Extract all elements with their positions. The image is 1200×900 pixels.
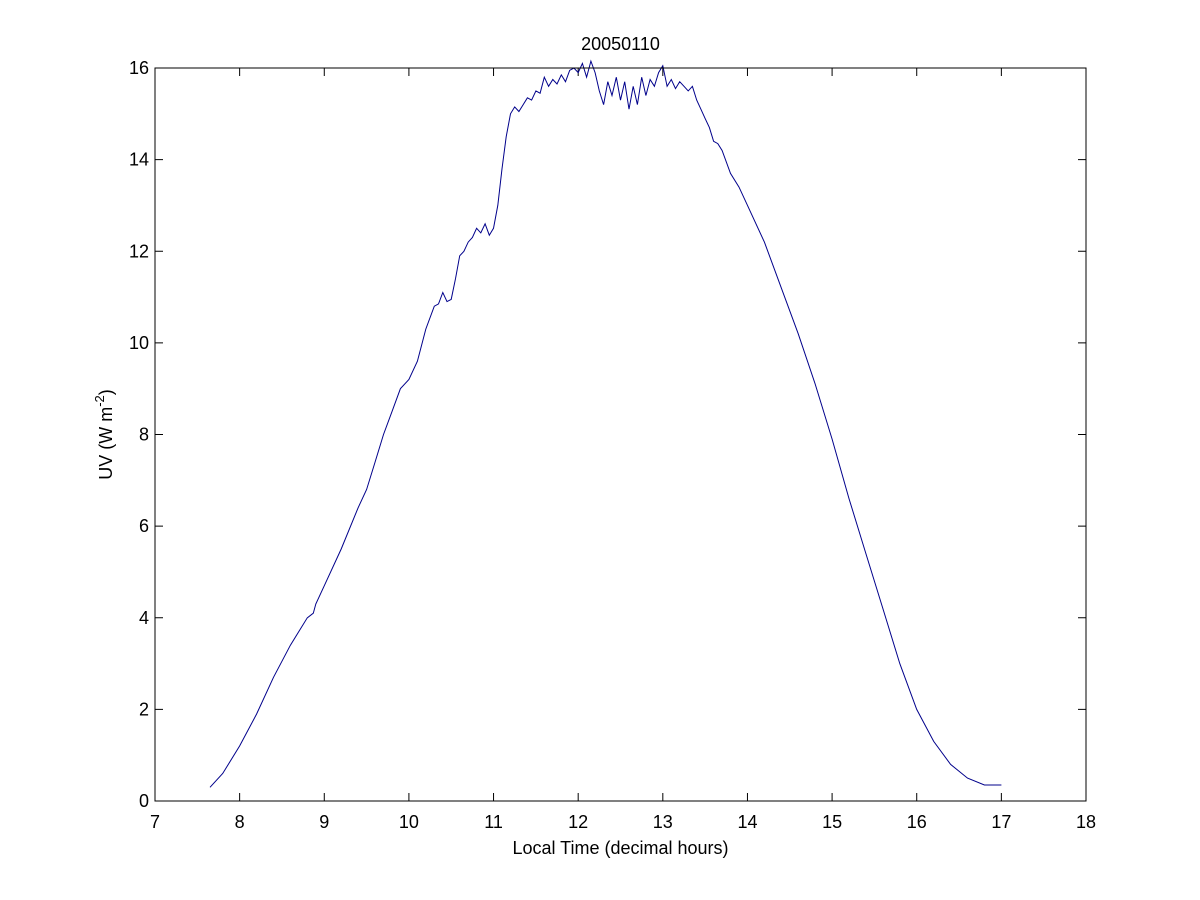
x-axis-title: Local Time (decimal hours) bbox=[512, 838, 728, 858]
y-tick-label: 14 bbox=[129, 150, 149, 170]
y-tick-label: 10 bbox=[129, 333, 149, 353]
x-tick-label: 9 bbox=[319, 812, 329, 832]
x-tick-label: 12 bbox=[568, 812, 588, 832]
y-tick-label: 0 bbox=[139, 791, 149, 811]
x-tick-label: 10 bbox=[399, 812, 419, 832]
x-tick-label: 7 bbox=[150, 812, 160, 832]
x-tick-label: 14 bbox=[737, 812, 757, 832]
y-axis-title-suffix: ) bbox=[96, 389, 116, 395]
x-tick-label: 15 bbox=[822, 812, 842, 832]
x-tick-label: 18 bbox=[1076, 812, 1096, 832]
y-tick-label: 2 bbox=[139, 699, 149, 719]
x-tick-label: 13 bbox=[653, 812, 673, 832]
y-tick-label: 16 bbox=[129, 58, 149, 78]
x-tick-label: 17 bbox=[991, 812, 1011, 832]
y-tick-label: 6 bbox=[139, 516, 149, 536]
x-tick-label: 11 bbox=[484, 812, 503, 832]
plot-area bbox=[155, 68, 1086, 801]
plot-frame bbox=[154, 67, 1087, 802]
x-tick-label: 8 bbox=[235, 812, 245, 832]
y-tick-label: 8 bbox=[139, 425, 149, 445]
y-axis-title-exponent: -2 bbox=[92, 395, 107, 407]
y-tick-label: 12 bbox=[129, 241, 149, 261]
axis-tick-labels: 7 8 9 10 11 12 13 14 15 16 17 18 0 2 4 6 8 10 12 14 16 bbox=[129, 58, 1096, 832]
y-tick-label: 4 bbox=[139, 608, 149, 628]
chart-title: 20050110 bbox=[581, 34, 660, 54]
x-tick-label: 16 bbox=[907, 812, 927, 832]
y-axis-title: UV (W m-2) bbox=[92, 389, 116, 480]
y-axis-title-base: UV (W m bbox=[96, 407, 116, 480]
